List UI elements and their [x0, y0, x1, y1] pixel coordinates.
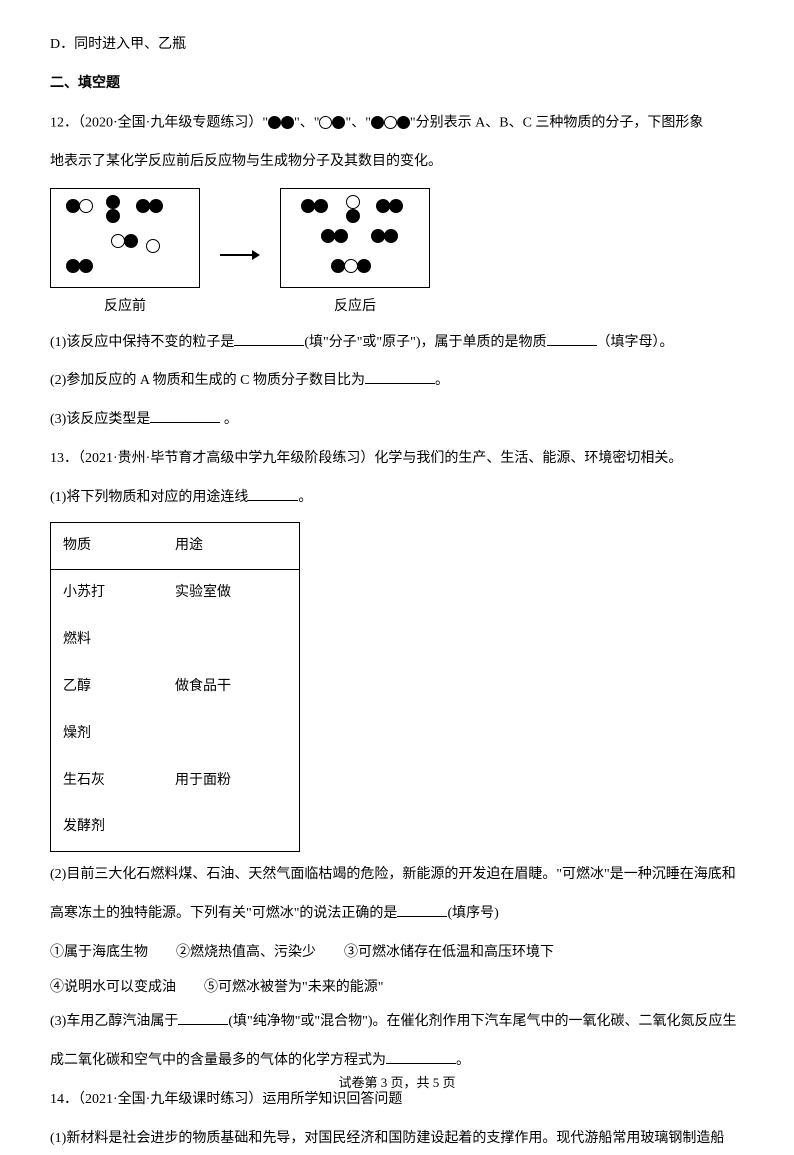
q13-sub3-c: 成二氧化碳和空气中的含量最多的气体的化学方程式为: [50, 1053, 386, 1068]
table-header-left: 物质: [63, 531, 175, 562]
q12-prefix: 12．（2020·全国·九年级专题练习）": [50, 115, 268, 130]
matching-table: 物质 用途 小苏打实验室做燃料乙醇做食品干燥剂生石灰用于面粉发酵剂: [50, 522, 300, 853]
statements-block: ①属于海底生物 ②燃烧热值高、污染少 ③可燃冰储存在低温和高压环境下 ④说明水可…: [50, 938, 744, 1004]
before-label: 反应前: [50, 292, 200, 323]
before-box: [50, 188, 200, 288]
q12-mid2: "、": [345, 115, 370, 130]
table-row: 乙醇做食品干: [51, 664, 299, 711]
table-row: 生石灰用于面粉: [51, 758, 299, 805]
table-cell-right: 做食品干: [175, 672, 287, 703]
molecule-a-icon: [268, 108, 294, 139]
q13-intro: 13．（2021·贵州·毕节育才高级中学九年级阶段练习）化学与我们的生产、生活、…: [50, 444, 744, 475]
molecule-b-icon: [319, 108, 345, 139]
q13-sub3-line1: (3)车用乙醇汽油属于 (填"纯净物"或"混合物")。在催化剂作用下汽车尾气中的一…: [50, 1007, 744, 1038]
q13-sub3-d: 。: [456, 1053, 470, 1068]
q12-sub3: (3)该反应类型是 。: [50, 405, 744, 436]
arrow-icon: [220, 245, 260, 265]
after-container: 反应后: [280, 188, 430, 323]
table-row: 燃料: [51, 617, 299, 664]
table-cell-left: 燥剂: [63, 719, 175, 750]
q13-sub2-line2: 高寒冻土的独特能源。下列有关"可燃冰"的说法正确的是 (填序号): [50, 899, 744, 930]
q12-sub2-a: (2)参加反应的 A 物质和生成的 C 物质分子数目比为: [50, 373, 365, 388]
after-label: 反应后: [280, 292, 430, 323]
blank-input[interactable]: [365, 366, 435, 384]
page-footer: 试卷第 3 页，共 5 页: [0, 1069, 794, 1098]
table-cell-left: 燃料: [63, 625, 175, 656]
table-row: 小苏打实验室做: [51, 570, 299, 617]
q12-sub3-b: 。: [220, 412, 238, 427]
statements-line1: ①属于海底生物 ②燃烧热值高、污染少 ③可燃冰储存在低温和高压环境下: [50, 938, 744, 969]
blank-input[interactable]: [397, 899, 447, 917]
table-body: 小苏打实验室做燃料乙醇做食品干燥剂生石灰用于面粉发酵剂: [51, 570, 299, 851]
blank-input[interactable]: [150, 405, 220, 423]
q12-sub1-c: （填字母）。: [597, 335, 674, 350]
q13-sub2-c: (填序号): [447, 906, 498, 921]
blank-input[interactable]: [234, 328, 304, 346]
q12-sub3-a: (3)该反应类型是: [50, 412, 150, 427]
after-box: [280, 188, 430, 288]
q12-line1: 12．（2020·全国·九年级专题练习）" "、" "、" "分别表示 A、B、C 三…: [50, 108, 744, 139]
table-cell-right: [175, 812, 287, 843]
blank-input[interactable]: [547, 328, 597, 346]
q13-sub2-b: 高寒冻土的独特能源。下列有关"可燃冰"的说法正确的是: [50, 906, 397, 921]
q12-sub1-b: (填"分子"或"原子")，属于单质的是物质: [304, 335, 546, 350]
table-header-right: 用途: [175, 531, 287, 562]
table-cell-right: 实验室做: [175, 578, 287, 609]
blank-input[interactable]: [178, 1007, 228, 1025]
table-cell-left: 生石灰: [63, 766, 175, 797]
before-container: 反应前: [50, 188, 200, 323]
reaction-diagram: 反应前 反应后: [50, 188, 744, 323]
option-d: D．同时进入甲、乙瓶: [50, 30, 744, 61]
section-title: 二、填空题: [50, 69, 744, 100]
table-row: 发酵剂: [51, 804, 299, 851]
q12-sub2: (2)参加反应的 A 物质和生成的 C 物质分子数目比为 。: [50, 366, 744, 397]
table-cell-left: 小苏打: [63, 578, 175, 609]
molecule-c-icon: [371, 108, 410, 139]
q13-sub3-a: (3)车用乙醇汽油属于: [50, 1014, 178, 1029]
blank-input[interactable]: [386, 1046, 456, 1064]
q12-suffix: "分别表示 A、B、C 三种物质的分子，下图形象: [410, 115, 704, 130]
table-cell-left: 发酵剂: [63, 812, 175, 843]
q13-sub1-b: 。: [298, 490, 312, 505]
q12-sub2-b: 。: [435, 373, 449, 388]
table-cell-right: 用于面粉: [175, 766, 287, 797]
statements-line2: ④说明水可以变成油 ⑤可燃冰被誉为"未来的能源": [50, 973, 744, 1004]
q13-sub3-b: (填"纯净物"或"混合物")。在催化剂作用下汽车尾气中的一氧化碳、二氧化氮反应生: [228, 1014, 736, 1029]
q14-sub1: (1)新材料是社会进步的物质基础和先导，对国民经济和国防建设起着的支撑作用。现代…: [50, 1124, 744, 1155]
q12-line2: 地表示了某化学反应前后反应物与生成物分子及其数目的变化。: [50, 147, 744, 178]
table-row: 燥剂: [51, 711, 299, 758]
blank-input[interactable]: [248, 483, 298, 501]
table-cell-right: [175, 625, 287, 656]
q13-sub2-line1: (2)目前三大化石燃料煤、石油、天然气面临枯竭的危险，新能源的开发迫在眉睫。"可…: [50, 860, 744, 891]
table-cell-right: [175, 719, 287, 750]
table-cell-left: 乙醇: [63, 672, 175, 703]
q12-mid1: "、": [294, 115, 319, 130]
q12-sub1: (1)该反应中保持不变的粒子是 (填"分子"或"原子")，属于单质的是物质 （填字母…: [50, 328, 744, 359]
q13-sub1-a: (1)将下列物质和对应的用途连线: [50, 490, 248, 505]
table-header-row: 物质 用途: [51, 523, 299, 571]
q13-sub1: (1)将下列物质和对应的用途连线 。: [50, 483, 744, 514]
q12-sub1-a: (1)该反应中保持不变的粒子是: [50, 335, 234, 350]
